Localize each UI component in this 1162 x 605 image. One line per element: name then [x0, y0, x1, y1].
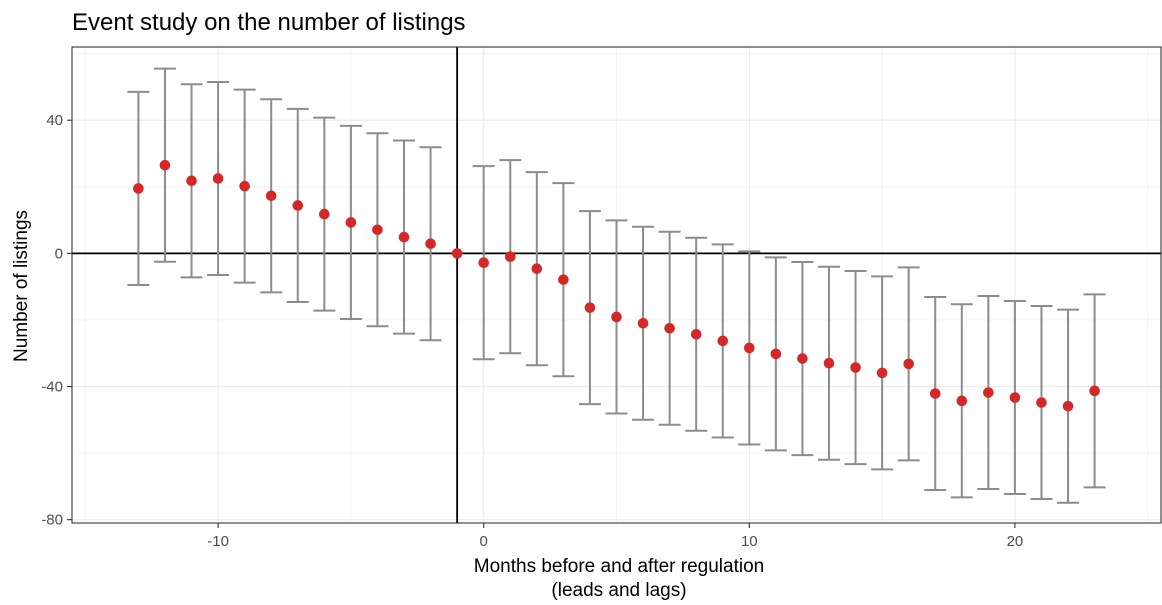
data-point	[1089, 385, 1100, 397]
data-point	[345, 217, 357, 228]
data-point	[186, 175, 197, 187]
data-point	[903, 358, 914, 370]
data-point	[611, 311, 622, 323]
data-point	[1062, 400, 1074, 412]
data-point	[212, 173, 224, 184]
y-tick-label: 40	[46, 112, 63, 129]
x-tick-label: 20	[1007, 533, 1024, 550]
data-point	[1036, 397, 1047, 408]
data-point	[159, 159, 171, 171]
x-axis-ticks: -10 0 10 20	[207, 523, 1023, 550]
data-point	[983, 387, 994, 398]
y-tick-label: -80	[41, 512, 63, 529]
data-point	[478, 257, 489, 268]
data-point	[425, 238, 436, 250]
data-point	[398, 231, 410, 243]
x-tick-label: 0	[480, 533, 488, 550]
data-point	[372, 224, 383, 236]
error-bars	[127, 67, 1106, 504]
data-point	[744, 342, 755, 354]
data-point	[133, 183, 144, 194]
plot-panel-border	[71, 46, 1162, 524]
x-tick-label: 10	[741, 533, 758, 550]
data-point	[584, 302, 596, 313]
data-point	[956, 395, 968, 407]
data-point	[929, 388, 941, 399]
data-point	[850, 362, 861, 373]
data-point	[664, 322, 675, 334]
y-axis-title: Number of listings	[11, 210, 32, 362]
chart-title: Event study on the number of listings	[72, 9, 466, 36]
x-axis-subtitle: (leads and lags)	[551, 580, 686, 601]
y-tick-label: 0	[55, 245, 63, 262]
data-point	[717, 335, 729, 347]
data-point	[690, 328, 702, 340]
data-point	[531, 263, 543, 274]
data-point	[558, 274, 569, 285]
data-point	[319, 208, 330, 220]
data-point	[504, 251, 516, 263]
data-point	[292, 200, 304, 211]
data-point	[265, 190, 277, 202]
data-point	[451, 248, 463, 259]
x-tick-label: -10	[207, 533, 229, 550]
data-point	[797, 353, 808, 364]
x-axis-title: Months before and after regulation	[474, 556, 764, 577]
data-point	[823, 357, 835, 369]
data-point	[876, 367, 888, 379]
data-point	[637, 317, 649, 329]
y-tick-label: -40	[41, 379, 63, 396]
y-axis-ticks: 40 0 -40 -80	[41, 112, 72, 529]
data-point	[239, 180, 250, 192]
data-points	[133, 159, 1100, 412]
data-point	[1009, 392, 1021, 403]
data-point	[770, 348, 782, 360]
